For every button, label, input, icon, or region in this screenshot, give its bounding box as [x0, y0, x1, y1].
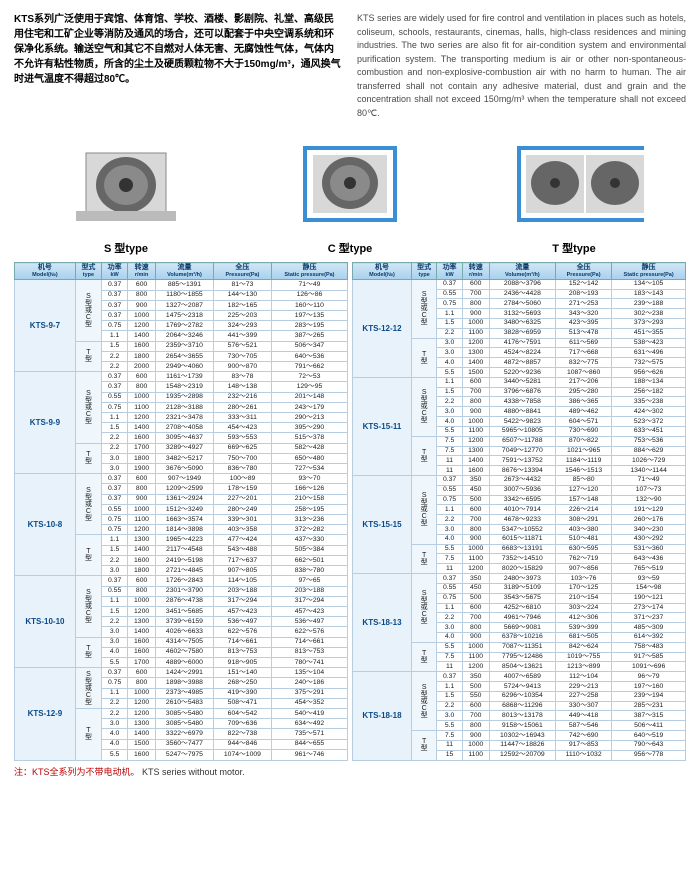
th-pressure: 全压Pressure(Pa) [556, 263, 612, 280]
type-cell: T型 [75, 341, 101, 372]
spec-table-right: 机号Model(№) 型式type 功率kW 转速r/min 流量Volume(… [352, 262, 686, 761]
table-row: KTS-18-13S型或C型0.373502480～3973103～7693～5… [353, 574, 686, 584]
table-row: KTS-9-7S型或C型0.37600885～139181～7371～49 [15, 280, 348, 290]
th-static: 静压Static pressure(Pa) [612, 263, 686, 280]
table-row: KTS-10-8S型或C型0.37600907～1949100～8993～70 [15, 474, 348, 484]
th-type: 型式type [411, 263, 436, 280]
type-cell: S型或C型 [411, 574, 436, 643]
th-speed: 转速r/min [128, 263, 156, 280]
th-volume: 流量Volume(m³/h) [155, 263, 213, 280]
type-cell: S型或C型 [411, 377, 436, 436]
model-cell: KTS-10-10 [15, 576, 76, 668]
fan-label-t: T 型type [552, 240, 595, 256]
spec-table-left: 机号Model(№) 型式type 功率kW 转速r/min 流量Volume(… [14, 262, 348, 761]
type-cell: S型或C型 [75, 474, 101, 535]
type-cell: S型或C型 [75, 668, 101, 709]
th-model: 机号Model(№) [353, 263, 412, 280]
type-cell: S型或C型 [411, 475, 436, 544]
type-cell: T型 [75, 535, 101, 576]
table-row: KTS-9-9S型或C型0.376001161～173983～7872～53 [15, 372, 348, 382]
th-model: 机号Model(№) [15, 263, 76, 280]
model-cell: KTS-10-8 [15, 474, 76, 576]
type-cell: T型 [411, 338, 436, 377]
fan-label-s: S 型type [104, 240, 148, 256]
type-cell: S型或C型 [75, 576, 101, 637]
type-cell: T型 [411, 731, 436, 760]
model-cell: KTS-15-11 [353, 377, 412, 475]
type-cell: S型或C型 [411, 672, 436, 731]
model-cell: KTS-9-7 [15, 280, 76, 372]
table-row: KTS-15-15S型或C型0.373502673～443285～8071～49 [353, 475, 686, 485]
fan-c-type-image [285, 133, 415, 233]
model-cell: KTS-9-9 [15, 372, 76, 474]
table-row: KTS-18-18S型或C型0.373504007～6589112～10496～… [353, 672, 686, 682]
model-cell: KTS-12-9 [15, 668, 76, 760]
type-cell: T型 [411, 544, 436, 573]
model-cell: KTS-12-12 [353, 279, 412, 377]
th-speed: 转速r/min [462, 263, 489, 280]
footer-note: 注：KTS全系列为不带电动机。 KTS series without motor… [14, 765, 686, 778]
th-static: 静压Static pressure(Pa) [271, 263, 347, 280]
type-cell: T型 [75, 708, 101, 760]
table-row: KTS-15-11S型或C型1.16003440～5281217～206188～… [353, 377, 686, 387]
type-cell: T型 [75, 443, 101, 474]
th-volume: 流量Volume(m³/h) [489, 263, 555, 280]
intro-chinese: KTS系列广泛使用于宾馆、体育馆、学校、酒楼、影剧院、礼堂、高级民用住宅和工矿企… [14, 12, 343, 120]
th-power: 功率kW [102, 263, 128, 280]
th-pressure: 全压Pressure(Pa) [213, 263, 271, 280]
th-power: 功率kW [437, 263, 462, 280]
model-cell: KTS-18-18 [353, 672, 412, 760]
type-cell: S型或C型 [411, 279, 436, 338]
fan-t-type-image [504, 133, 644, 233]
type-cell: S型或C型 [75, 372, 101, 443]
th-type: 型式type [75, 263, 101, 280]
type-cell: T型 [411, 642, 436, 671]
type-cell: T型 [75, 637, 101, 668]
fan-label-c: C 型type [328, 240, 373, 256]
table-row: KTS-10-10S型或C型0.376001726～2843114～10597～… [15, 576, 348, 586]
table-row: KTS-12-12S型或C型0.376002088～3796152～142134… [353, 279, 686, 289]
table-row: KTS-12-9S型或C型0.376001424～2991151～140135～… [15, 668, 348, 678]
fan-s-type-image [61, 133, 191, 233]
type-cell: S型或C型 [75, 280, 101, 341]
model-cell: KTS-18-13 [353, 574, 412, 672]
type-cell: T型 [411, 436, 436, 475]
model-cell: KTS-15-15 [353, 475, 412, 573]
intro-english: KTS series are widely used for fire cont… [357, 12, 686, 120]
product-images: S 型type C 型type T 型type [14, 128, 686, 256]
